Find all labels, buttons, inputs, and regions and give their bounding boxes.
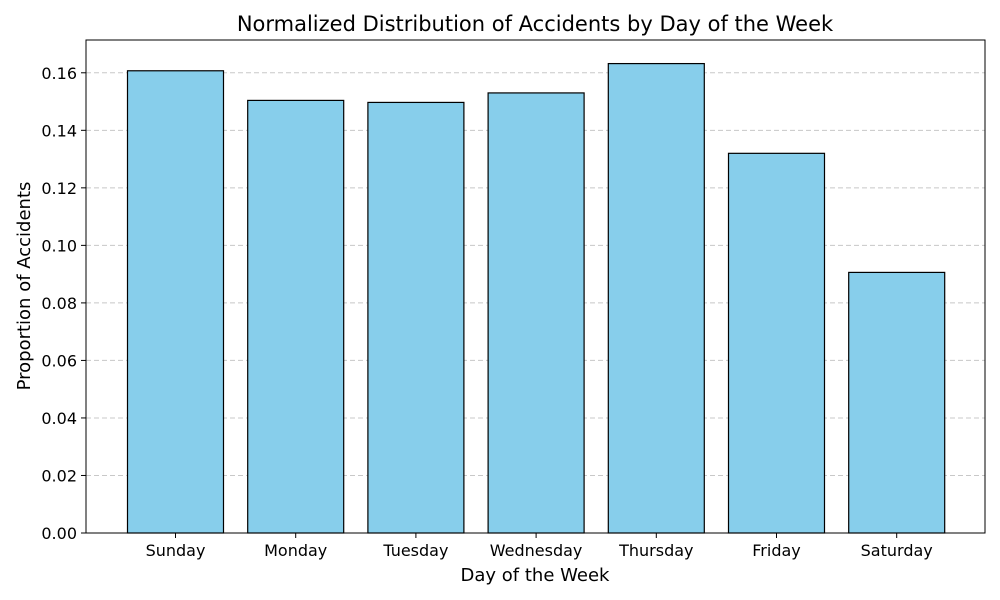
x-tick-label: Tuesday	[382, 541, 448, 560]
bar-saturday	[848, 271, 946, 534]
y-axis: 0.00 0.02 0.04 0.06 0.08 0.10 0.12 0.14 0.16	[41, 64, 86, 543]
y-tick-label: 0.04	[41, 409, 77, 428]
bar-friday	[727, 152, 826, 534]
x-tick-label: Sunday	[146, 541, 206, 560]
x-axis: Sunday Monday Tuesday Wednesday Thursday Frid…	[146, 533, 933, 560]
y-tick-label: 0.14	[41, 121, 77, 140]
bar-sunday	[126, 70, 225, 534]
y-tick-label: 0.06	[41, 351, 77, 370]
chart-title: Normalized Distribution of Accidents by …	[237, 12, 834, 36]
x-axis-label: Day of the Week	[461, 565, 610, 586]
bar-thursday	[607, 62, 705, 534]
x-tick-label: Friday	[752, 541, 801, 560]
y-tick-label: 0.08	[41, 294, 77, 313]
plot-frame	[85, 39, 986, 534]
bar-wednesday	[487, 92, 585, 534]
y-tick-label: 0.10	[41, 236, 77, 255]
bars	[126, 62, 946, 534]
y-axis-label: Proportion of Accidents	[14, 182, 35, 391]
bar-monday	[247, 99, 345, 534]
y-tick-label: 0.02	[41, 466, 77, 485]
y-tick-label: 0.00	[41, 524, 77, 543]
x-tick-label: Thursday	[618, 541, 693, 560]
y-tick-label: 0.16	[41, 64, 77, 83]
x-tick-label: Monday	[264, 541, 327, 560]
bar-tuesday	[367, 101, 465, 534]
x-tick-label: Saturday	[861, 541, 933, 560]
y-tick-label: 0.12	[41, 179, 77, 198]
x-tick-label: Wednesday	[490, 541, 583, 560]
